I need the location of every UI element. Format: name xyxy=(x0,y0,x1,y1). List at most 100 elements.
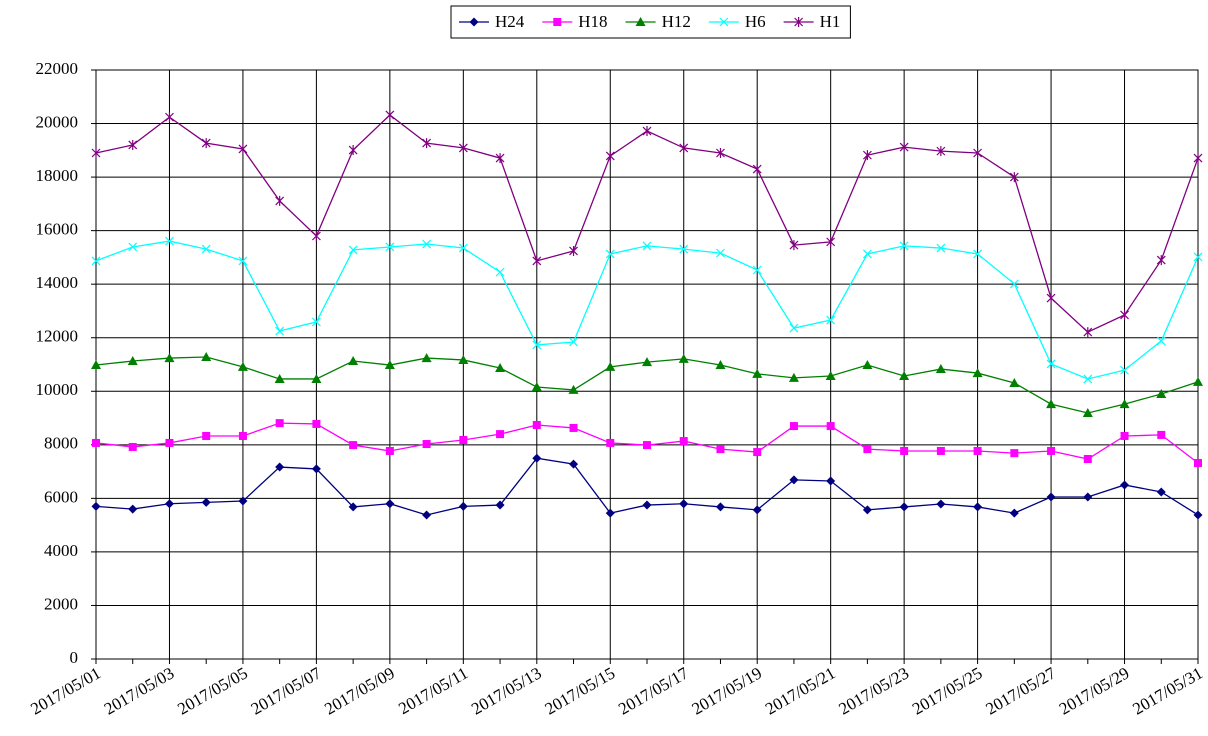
marker xyxy=(384,360,395,370)
marker xyxy=(862,150,872,161)
marker xyxy=(458,142,468,153)
marker xyxy=(679,499,689,509)
marker xyxy=(495,267,505,277)
y-tick-label: 22000 xyxy=(36,59,79,78)
marker xyxy=(569,423,578,432)
x-tick-label: 2017/05/17 xyxy=(615,663,692,718)
marker xyxy=(973,446,982,455)
marker xyxy=(164,499,174,509)
marker xyxy=(1120,480,1130,490)
marker xyxy=(458,501,468,511)
marker xyxy=(128,242,138,252)
x-tick-label: 2017/05/21 xyxy=(762,663,839,718)
marker xyxy=(1120,365,1129,375)
marker xyxy=(422,510,432,520)
marker xyxy=(238,496,248,506)
marker xyxy=(862,505,872,515)
marker xyxy=(311,317,321,327)
marker xyxy=(165,236,174,246)
marker xyxy=(1009,172,1019,183)
marker xyxy=(1010,449,1019,458)
marker xyxy=(679,244,689,254)
marker xyxy=(679,142,689,153)
marker xyxy=(348,502,358,512)
legend-label: H18 xyxy=(578,12,607,31)
marker xyxy=(1009,377,1020,387)
x-tick-label: 2017/05/27 xyxy=(982,663,1059,718)
marker xyxy=(863,445,872,454)
marker xyxy=(789,323,799,333)
marker xyxy=(972,368,983,378)
marker xyxy=(1046,492,1056,502)
marker xyxy=(605,249,615,259)
marker xyxy=(1120,431,1129,440)
marker xyxy=(349,441,358,450)
marker xyxy=(752,505,762,515)
marker xyxy=(91,256,101,266)
marker xyxy=(899,142,909,153)
x-tick-label: 2017/05/31 xyxy=(1129,663,1206,718)
marker xyxy=(531,381,542,391)
marker xyxy=(532,421,541,430)
marker xyxy=(936,243,946,253)
marker xyxy=(1083,492,1093,502)
x-tick-label: 2017/05/03 xyxy=(101,663,178,718)
marker xyxy=(348,356,359,366)
marker xyxy=(275,462,285,472)
marker xyxy=(752,368,763,378)
marker xyxy=(752,265,762,275)
marker xyxy=(165,112,174,123)
marker xyxy=(127,356,138,366)
legend-label: H6 xyxy=(745,12,766,31)
marker xyxy=(973,249,983,259)
marker xyxy=(643,441,651,450)
marker xyxy=(862,360,873,370)
marker xyxy=(553,18,562,26)
marker xyxy=(753,448,762,457)
marker xyxy=(275,326,285,336)
marker xyxy=(679,437,688,446)
marker xyxy=(238,256,248,266)
marker xyxy=(635,17,646,26)
marker xyxy=(1046,359,1056,369)
marker xyxy=(1156,336,1166,346)
x-tick-label: 2017/05/29 xyxy=(1056,663,1133,718)
marker xyxy=(1156,255,1166,266)
marker xyxy=(716,445,725,454)
marker xyxy=(92,438,100,447)
marker xyxy=(715,360,726,370)
marker xyxy=(605,508,615,518)
x-tick-label: 2017/05/25 xyxy=(909,663,986,718)
marker xyxy=(642,500,652,510)
legend-label: H1 xyxy=(820,12,841,31)
x-tick-label: 2017/05/09 xyxy=(321,663,398,718)
marker xyxy=(469,17,479,27)
marker xyxy=(716,147,725,158)
marker xyxy=(201,352,212,362)
marker xyxy=(642,241,652,251)
marker xyxy=(1047,446,1056,455)
marker xyxy=(1120,309,1129,320)
marker xyxy=(935,364,946,374)
marker xyxy=(311,373,322,383)
marker xyxy=(238,143,248,154)
marker xyxy=(311,464,321,474)
marker xyxy=(164,353,175,363)
x-tick-label: 2017/05/23 xyxy=(836,663,913,718)
marker xyxy=(1193,376,1203,386)
y-tick-label: 14000 xyxy=(36,273,79,292)
marker xyxy=(311,230,321,241)
marker xyxy=(716,248,725,258)
marker xyxy=(458,354,469,364)
marker xyxy=(348,245,358,255)
marker xyxy=(237,361,248,371)
marker xyxy=(788,372,799,382)
marker xyxy=(605,150,615,161)
marker xyxy=(274,373,285,383)
marker xyxy=(495,362,506,372)
marker xyxy=(899,241,909,251)
marker xyxy=(201,244,211,254)
marker xyxy=(312,419,321,428)
marker xyxy=(458,243,468,253)
